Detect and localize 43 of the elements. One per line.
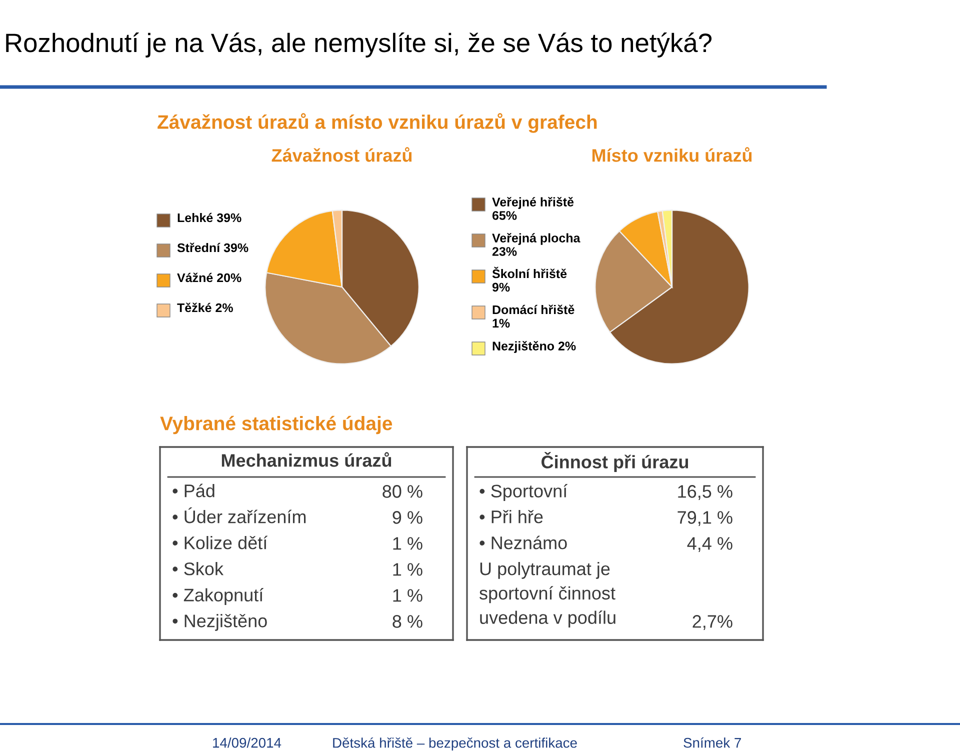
legend-label: Veřejná plocha: [492, 233, 580, 245]
category-label: • Zakopnutí: [172, 588, 264, 606]
category-label: • Skok: [172, 562, 224, 576]
text: 16,5 %: [678, 485, 732, 500]
category-label: • Kolize dětí: [172, 536, 268, 550]
category-label: • Neznámo: [480, 536, 567, 550]
legend-label: Těžké 2%: [177, 302, 233, 312]
text: 1 %: [393, 589, 422, 602]
data-label: 65%: [492, 211, 517, 220]
text: Vybrané statistické údaje: [160, 416, 392, 434]
text: 2,7%: [692, 615, 732, 630]
legend-label: Vážné 20%: [177, 272, 242, 282]
legend-label: Nezjištěno 2%: [492, 341, 576, 353]
text: Činnost při úrazu: [542, 452, 688, 472]
text: 1 %: [393, 537, 422, 550]
chart-title: Závažnost úrazů a místo vzniku úrazů v grafech: [158, 113, 597, 133]
data-label: 9%: [492, 282, 510, 292]
text: Rozhodnutí je na Vás, ale nemyslíte si, že se Vás to netýká?: [6, 32, 712, 58]
text: 14/09/2014: [213, 738, 282, 748]
category-label: • Při hře: [480, 510, 543, 524]
text: Mechanizmus úrazů: [222, 452, 392, 467]
category-label: • Úder zařízením: [172, 507, 306, 524]
legend-label: Střední 39%: [177, 242, 248, 252]
text: 8 %: [392, 615, 422, 628]
chart-subtitle: Místo vzniku úrazů: [592, 147, 752, 162]
text: Snímek 7: [684, 737, 741, 748]
category-label: • Pád: [172, 484, 214, 498]
legend-label: Domácí hřiště: [492, 304, 574, 314]
text: 9 %: [392, 511, 422, 524]
category-label: • Sportovní: [480, 484, 568, 502]
text: 4,4 %: [687, 537, 732, 552]
legend-label: Školní hřiště: [492, 266, 567, 278]
data-label: 23%: [492, 247, 517, 256]
text: 79,1 %: [678, 511, 732, 526]
category-label: U polytraumat je sportovní činnost uvedena v podílu: [480, 562, 616, 628]
category-label: • Nezjištěno: [172, 614, 267, 631]
text: 80 %: [382, 485, 422, 498]
data-label: 1%: [492, 318, 510, 328]
text: 1 %: [393, 563, 422, 576]
chart-subtitle: Závažnost úrazů: [272, 147, 412, 162]
text: Dětská hřiště – bezpečnost a certifikace: [333, 737, 577, 751]
legend-label: Veřejné hřiště: [492, 197, 574, 209]
legend-label: Lehké 39%: [178, 212, 242, 222]
